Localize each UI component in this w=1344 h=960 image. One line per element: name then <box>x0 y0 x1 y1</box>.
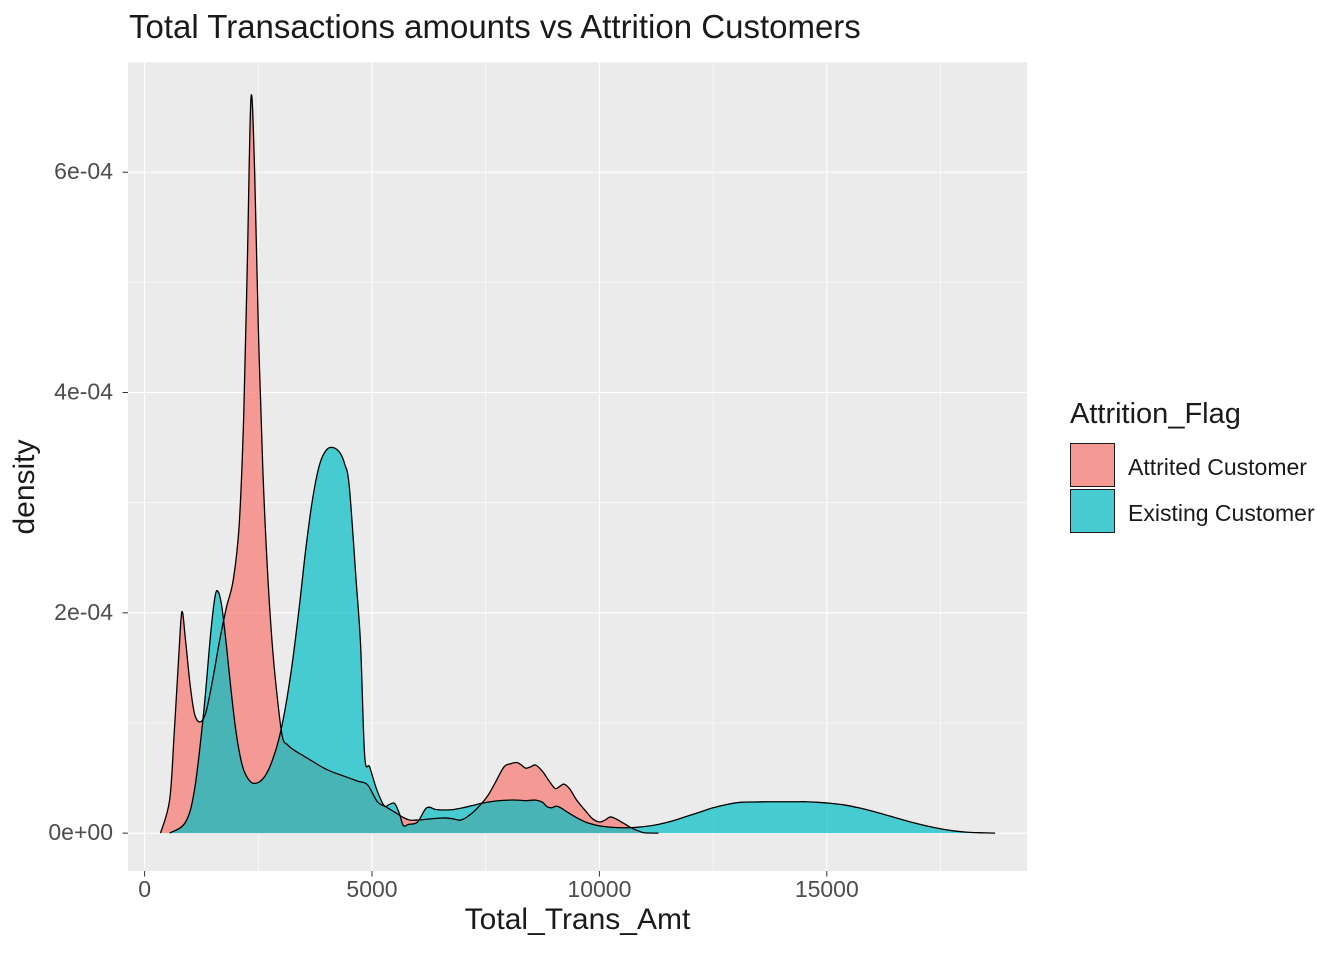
svg-text:10000: 10000 <box>567 876 631 902</box>
svg-text:5000: 5000 <box>346 876 397 902</box>
svg-text:6e-04: 6e-04 <box>54 158 113 184</box>
svg-text:15000: 15000 <box>795 876 859 902</box>
svg-text:2e-04: 2e-04 <box>54 599 113 625</box>
svg-text:4e-04: 4e-04 <box>54 379 113 405</box>
svg-text:0e+00: 0e+00 <box>48 819 113 845</box>
svg-text:0: 0 <box>138 876 151 902</box>
